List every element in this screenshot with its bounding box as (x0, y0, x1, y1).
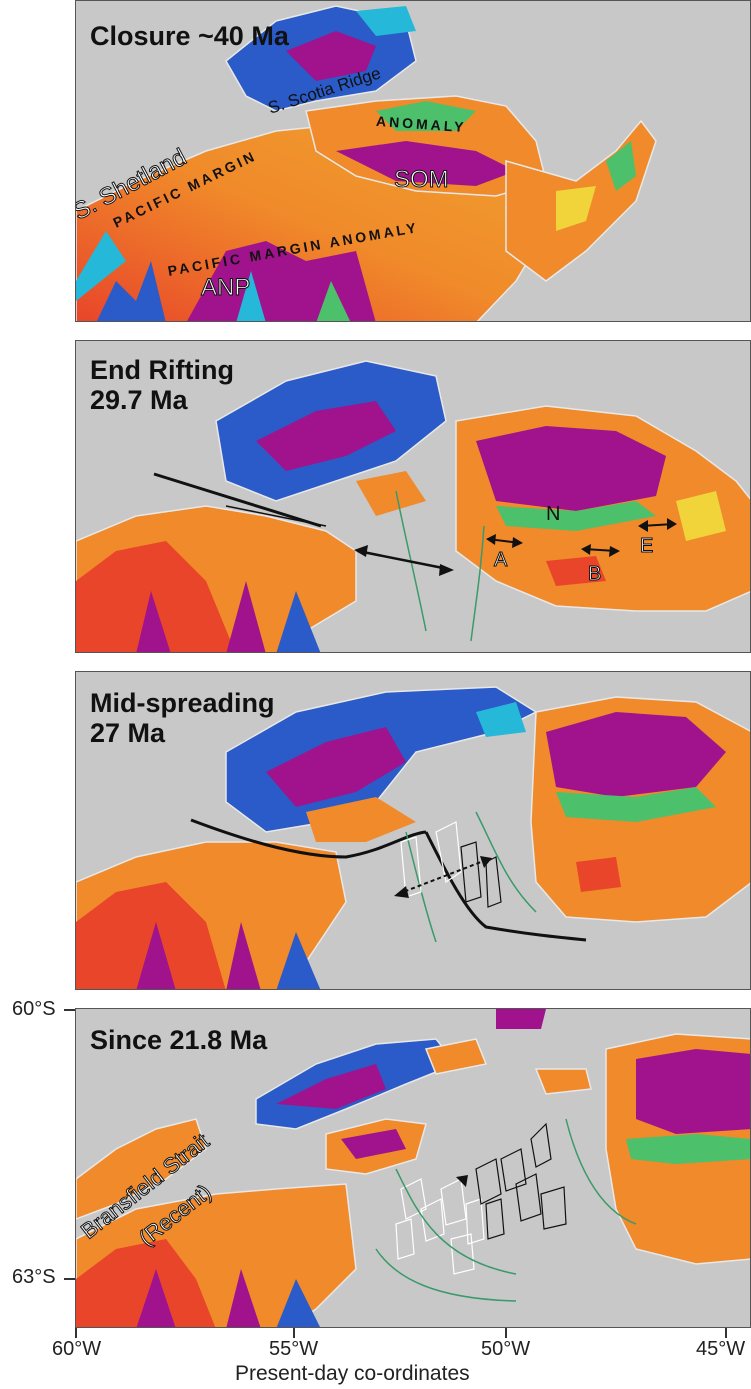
x-tick-mark-60w (75, 1328, 77, 1338)
map-since (76, 1009, 750, 1327)
map-closure (76, 5, 657, 321)
panel-end-rifting: End Rifting 29.7 Ma N A B E (75, 340, 751, 653)
x-tick-mark-50w (505, 1328, 507, 1338)
x-tick-label-60w: 60°W (52, 1338, 102, 1360)
panel-since-21-8ma: Since 21.8 Ma Bransfield Strait (Recent) (75, 1008, 751, 1328)
panel-title: Since 21.8 Ma (90, 1025, 268, 1055)
y-tick-label-60s: 60°S (12, 998, 56, 1020)
label-som: SOM (394, 166, 450, 194)
x-tick-label-50w: 50°W (481, 1338, 531, 1360)
x-tick-label-45w: 45°W (696, 1338, 746, 1360)
label-b: B (587, 563, 602, 586)
panel-title-line1: End Rifting (90, 355, 234, 385)
x-tick-label-55w: 55°W (269, 1338, 319, 1360)
y-tick-mark-60s (64, 1009, 75, 1011)
label-n: N (546, 503, 561, 525)
panel-title-line2: 27 Ma (90, 718, 166, 748)
x-tick-mark-45w (725, 1328, 727, 1338)
map-end-rifting (76, 360, 750, 652)
panel-title: Closure ~40 Ma (90, 21, 289, 51)
panel-closure-40ma: Closure ~40 Ma S. Scotia Ridge ANOMALY S… (75, 0, 751, 322)
x-tick-mark-55w (293, 1328, 295, 1338)
panel-title-line2: 29.7 Ma (90, 385, 188, 415)
panel-title-line1: Mid-spreading (90, 688, 275, 718)
label-anp: ANP (200, 274, 251, 302)
label-e: E (639, 535, 654, 558)
y-tick-label-63s: 63°S (12, 1266, 56, 1288)
label-a: A (493, 549, 508, 572)
map-mid-spreading (76, 686, 750, 989)
y-tick-mark-63s (64, 1278, 75, 1280)
x-axis-label: Present-day co-ordinates (235, 1362, 470, 1385)
panel-mid-spreading: Mid-spreading 27 Ma (75, 671, 751, 990)
